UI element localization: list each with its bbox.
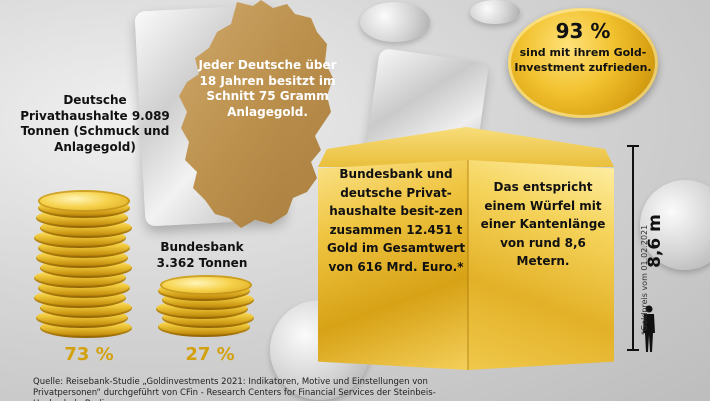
- gold-cube-right-face: [468, 160, 614, 370]
- silver-coin-image: [640, 180, 710, 270]
- satisfaction-percent: 93 %: [555, 19, 611, 43]
- dimension-line: [632, 145, 634, 351]
- bundesbank-coin-stack: [152, 275, 262, 345]
- cube-total-text: Bundesbank und deutsche Privat-haushalte…: [326, 167, 466, 274]
- gold-cube-left-face: [318, 160, 468, 370]
- dimension-tick-bottom: [627, 349, 639, 351]
- person-icon: [643, 305, 655, 352]
- germany-map-shape: [179, 0, 333, 228]
- satisfaction-text: sind mit ihrem Gold-Investment zufrieden…: [514, 46, 652, 74]
- source-note: Quelle: Reisebank-Studie „Goldinvestment…: [33, 377, 436, 401]
- households-percent: 73 %: [64, 344, 114, 365]
- bundesbank-label: Bundesbank 3.362 Tonnen: [156, 240, 248, 270]
- map-caption: Jeder Deutsche über 18 Jahren besitzt im…: [198, 58, 337, 119]
- households-label: Deutsche Privathaushalte 9.089 Tonnen (S…: [20, 93, 170, 154]
- silver-coin-image: [470, 0, 520, 24]
- cube-edge-text: Das entspricht einem Würfel mit einer Ka…: [480, 180, 606, 269]
- silver-coin-image: [360, 2, 430, 42]
- gold-coin-badge: [508, 8, 658, 118]
- footnote: *Goldpreis vom 01.02.2021: [640, 224, 649, 335]
- cube-edge: [467, 160, 469, 370]
- bundesbank-percent: 27 %: [185, 344, 235, 365]
- household-coin-stack: [28, 190, 148, 340]
